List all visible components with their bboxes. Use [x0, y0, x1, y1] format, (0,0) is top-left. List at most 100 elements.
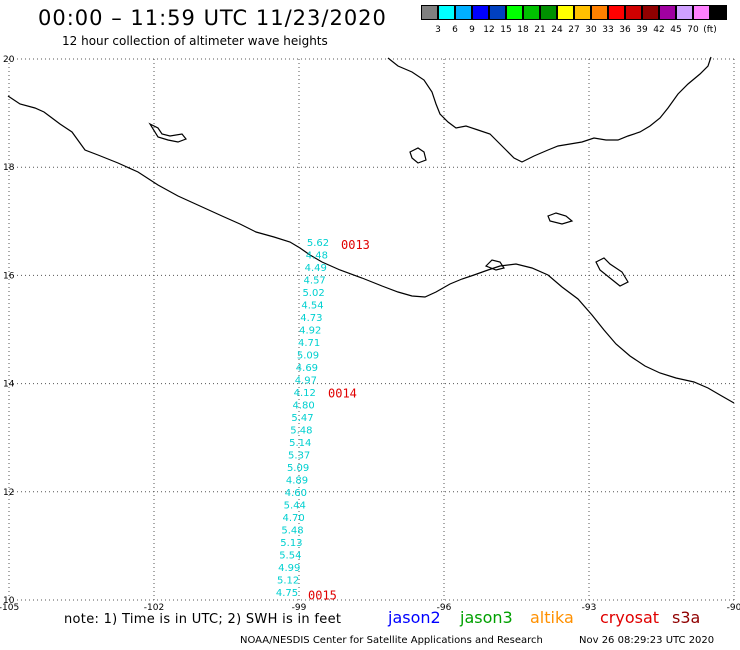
- color-swatch: [472, 5, 489, 20]
- wave-height-value: 4.99: [278, 563, 300, 574]
- color-swatch: [608, 5, 625, 20]
- color-swatch: [625, 5, 642, 20]
- color-scale-label: 18: [517, 25, 529, 35]
- wave-height-value: 5.12: [277, 575, 299, 586]
- wave-height-value: 5.02: [302, 288, 324, 299]
- legend-s3a: s3a: [672, 608, 701, 627]
- island-gulf: [409, 147, 427, 164]
- altimeter-track: 5.624.484.494.575.024.544.734.924.715.09…: [276, 238, 370, 603]
- wave-height-value: 5.09: [297, 350, 319, 361]
- generation-timestamp: Nov 26 08:29:23 UTC 2020: [579, 635, 715, 646]
- lat-tick-label: 14: [3, 380, 15, 390]
- wave-height-value: 4.75: [276, 588, 298, 599]
- color-scale-label: 15: [500, 25, 512, 35]
- wave-height-value: 4.70: [283, 513, 305, 524]
- wave-height-value: 4.71: [298, 338, 320, 349]
- lon-tick-label: -96: [437, 603, 452, 613]
- color-swatch: [421, 5, 438, 20]
- color-scale-label: 70: [687, 25, 699, 35]
- wave-height-value: 4.48: [306, 250, 328, 261]
- color-swatch: [574, 5, 591, 20]
- lon-tick-label: -90: [727, 603, 740, 613]
- color-swatch: [659, 5, 676, 20]
- lon-tick-label: -102: [144, 603, 164, 613]
- lat-tick-label: 16: [3, 271, 15, 281]
- gulf-coastline: [387, 56, 712, 163]
- wave-height-value: 4.54: [301, 300, 323, 311]
- color-scale-label: 27: [568, 25, 580, 35]
- color-scale-label: 39: [636, 25, 648, 35]
- page-title: 00:00 – 11:59 UTC 11/23/2020: [38, 6, 387, 30]
- color-swatch: [676, 5, 693, 20]
- wave-height-value: 4.80: [292, 400, 314, 411]
- wave-height-value: 4.49: [305, 263, 327, 274]
- time-label: 0013: [341, 238, 370, 252]
- lon-tick-label: -93: [582, 603, 597, 613]
- wave-height-value: 5.54: [279, 550, 301, 561]
- wave-height-value: 4.92: [299, 325, 321, 336]
- color-swatch: [489, 5, 506, 20]
- wave-height-value: 5.14: [289, 438, 311, 449]
- color-scale-label: 9: [469, 25, 475, 35]
- lat-tick-label: 18: [3, 163, 15, 173]
- lat-tick-label: 10: [3, 596, 15, 606]
- color-scale-label: 42: [653, 25, 665, 35]
- axis-tick-labels: -105 -102 -99 -96 -93 -90 20 18 16 14 12 10: [0, 55, 740, 613]
- wave-height-value: 5.44: [284, 500, 306, 511]
- time-label: 0015: [308, 589, 337, 603]
- lat-tick-label: 12: [3, 488, 14, 498]
- color-scale-unit: (ft): [703, 25, 717, 35]
- color-scale-label: 12: [483, 25, 495, 35]
- wave-height-value: 5.62: [307, 238, 329, 249]
- credit-line: NOAA/NESDIS Center for Satellite Applica…: [240, 635, 543, 646]
- color-swatch: [591, 5, 608, 20]
- island-east-c: [484, 259, 505, 271]
- legend-jason2: jason2: [388, 608, 441, 627]
- wave-height-value: 5.37: [288, 450, 310, 461]
- island-east-a: [547, 212, 574, 225]
- color-scale-label: 30: [585, 25, 597, 35]
- island-west: [148, 122, 187, 143]
- wave-height-value: 4.57: [304, 275, 326, 286]
- color-swatch: [540, 5, 557, 20]
- legend-altika: altika: [530, 608, 574, 627]
- color-scale-label: 21: [534, 25, 546, 35]
- wave-height-value: 4.12: [294, 388, 316, 399]
- color-swatch: [710, 5, 727, 20]
- color-scale-label: 24: [551, 25, 563, 35]
- color-swatch: [642, 5, 659, 20]
- wave-height-value: 5.48: [290, 425, 312, 436]
- wave-height-value: 4.73: [300, 313, 322, 324]
- color-swatch: [438, 5, 455, 20]
- page-subtitle: 12 hour collection of altimeter wave hei…: [62, 34, 328, 48]
- color-scale-label: 36: [619, 25, 631, 35]
- legend-jason3: jason3: [460, 608, 513, 627]
- lat-tick-label: 20: [3, 55, 15, 65]
- lat-lon-grid: [8, 58, 735, 601]
- lon-tick-label: -99: [292, 603, 307, 613]
- color-scale-label: 3: [435, 25, 441, 35]
- wave-height-value: 4.60: [285, 488, 307, 499]
- wave-height-value: 5.13: [280, 538, 302, 549]
- footer-note: note: 1) Time is in UTC; 2) SWH is in fe…: [64, 612, 342, 627]
- color-swatch: [693, 5, 710, 20]
- color-swatch: [455, 5, 472, 20]
- legend-cryosat: cryosat: [600, 608, 660, 627]
- island-east-b: [595, 257, 629, 287]
- wave-height-value: 4.97: [295, 375, 317, 386]
- color-swatch: [523, 5, 540, 20]
- lon-tick-label: -105: [0, 603, 19, 613]
- wave-height-value: 5.48: [281, 525, 303, 536]
- color-scale-label: 45: [670, 25, 682, 35]
- pacific-coastline: [7, 95, 735, 404]
- coastline: [7, 56, 735, 404]
- time-label: 0014: [328, 386, 357, 400]
- wave-height-value: 4.89: [286, 475, 308, 486]
- color-swatch: [506, 5, 523, 20]
- wave-height-value: 4.69: [296, 363, 318, 374]
- wave-height-value: 5.47: [291, 413, 313, 424]
- wave-height-value: 5.09: [287, 463, 309, 474]
- color-swatch: [557, 5, 574, 20]
- color-scale-label: 33: [602, 25, 614, 35]
